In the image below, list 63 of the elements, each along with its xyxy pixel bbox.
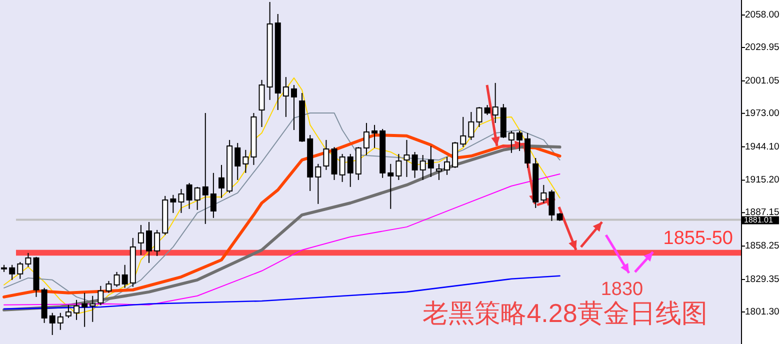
band-label: 1855-50: [663, 228, 733, 249]
candlestick: [74, 299, 80, 320]
candlestick: [452, 141, 458, 168]
candlestick: [323, 139, 330, 170]
candlestick: [114, 271, 120, 288]
candlestick: [25, 252, 32, 268]
candlestick: [186, 182, 192, 210]
candlestick: [363, 122, 370, 156]
candlestick: [17, 261, 24, 280]
candlestick: [154, 229, 160, 256]
candlestick: [170, 194, 176, 214]
candlestick: [138, 224, 144, 256]
candlestick: [508, 130, 514, 154]
candlestick: [65, 304, 72, 318]
y-tick-label: 2058.00: [745, 10, 780, 21]
candlestick: [388, 163, 394, 210]
text: 老黑策略4.28黄金日线图: [422, 298, 708, 328]
candlestick: [98, 285, 104, 306]
candlestick: [404, 139, 410, 178]
ref-line-label: 1881.01: [744, 215, 774, 224]
y-tick-label: 1858.25: [745, 240, 780, 252]
candlestick: [548, 189, 555, 222]
y-tick-label: 2001.05: [745, 75, 780, 86]
y-tick-label: 2029.95: [745, 42, 780, 53]
candlestick: [49, 312, 56, 336]
candlestick: [436, 163, 442, 180]
candlestick: [90, 295, 96, 322]
candlestick: [412, 151, 418, 178]
candlestick: [420, 154, 426, 180]
candlestick: [106, 280, 112, 294]
candlestick: [540, 184, 547, 204]
candlestick: [82, 292, 88, 328]
candlestick: [347, 153, 354, 188]
candlestick: [194, 186, 200, 210]
y-tick-label: 1944.10: [745, 141, 780, 152]
candlestick: [372, 124, 378, 148]
candlestick: [492, 82, 498, 124]
candlestick: [484, 104, 490, 116]
candlestick: [315, 163, 322, 204]
candlestick: [178, 188, 184, 214]
candlestick: [202, 112, 208, 224]
candlestick: [57, 312, 64, 330]
candlestick: [282, 76, 289, 118]
candlestick: [468, 111, 474, 140]
candlestick: [218, 164, 224, 198]
y-tick-label: 1801.30: [745, 306, 780, 318]
candlestick: [476, 106, 482, 128]
candlestick: [146, 221, 152, 264]
y-tick-label: 1915.20: [745, 174, 780, 186]
y-tick-label: 1829.35: [745, 274, 780, 286]
candlestick: [242, 149, 249, 174]
candlestick: [444, 156, 450, 176]
candlestick: [122, 264, 128, 288]
candlestick: [9, 264, 16, 280]
annotation: 1830: [600, 279, 644, 300]
candlestick: [339, 153, 346, 182]
candlestick: [234, 142, 241, 180]
candlestick: [396, 153, 402, 180]
candlestick: [428, 145, 434, 178]
candlestick: [210, 172, 216, 218]
candlestick: [460, 116, 466, 148]
y-tick-label: 1973.00: [745, 108, 780, 119]
candlestick: [290, 84, 297, 131]
